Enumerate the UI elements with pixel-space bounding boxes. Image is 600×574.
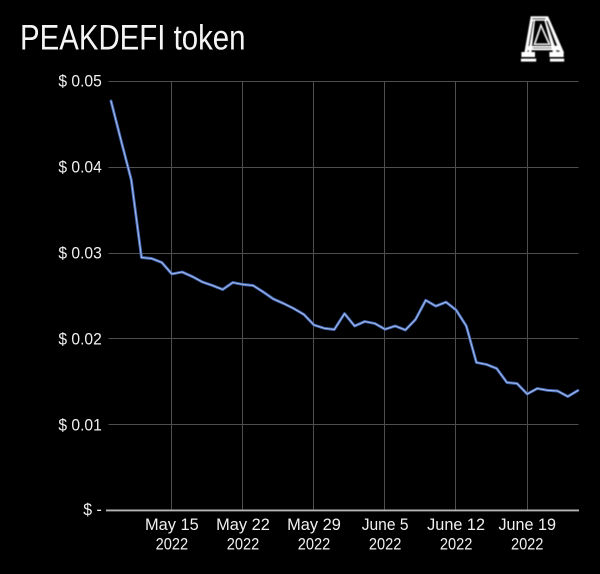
svg-text:$ 0.04: $ 0.04: [58, 159, 101, 177]
svg-text:$ -: $ -: [83, 501, 102, 519]
svg-text:PEAKDEFI token: PEAKDEFI token: [20, 19, 246, 58]
svg-text:$ 0.01: $ 0.01: [58, 416, 101, 434]
svg-text:$ 0.02: $ 0.02: [58, 330, 101, 348]
svg-text:$ 0.05: $ 0.05: [58, 73, 101, 91]
svg-text:$ 0.03: $ 0.03: [58, 245, 101, 263]
